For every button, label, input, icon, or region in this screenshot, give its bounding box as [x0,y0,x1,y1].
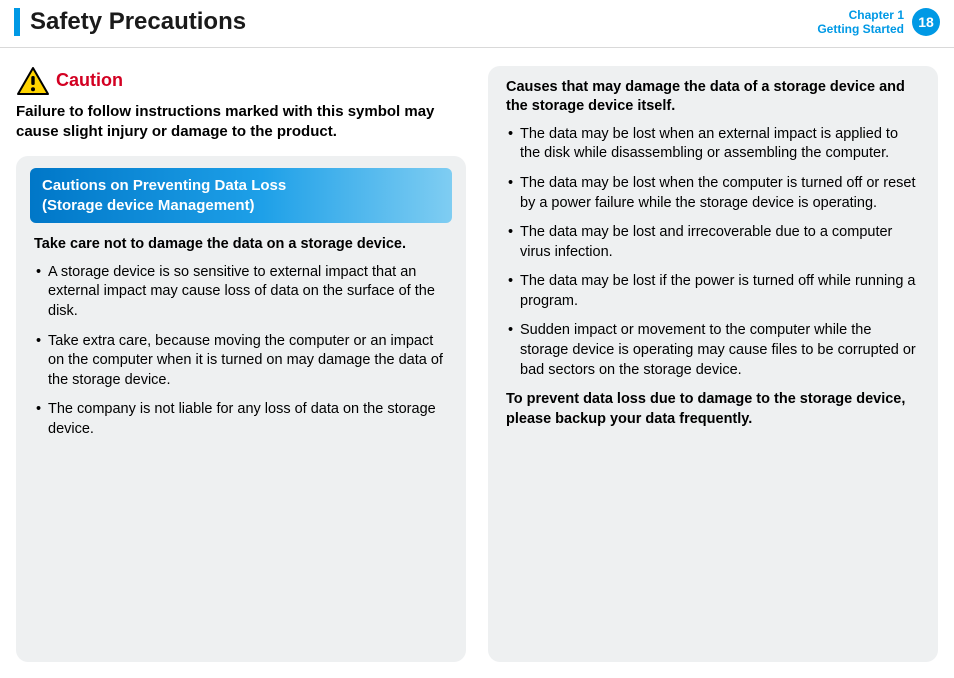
page-title: Safety Precautions [30,8,817,36]
left-column: Caution Failure to follow instructions m… [16,66,466,662]
list-item: The data may be lost and irrecoverable d… [506,223,920,262]
banner-line-1: Cautions on Preventing Data Loss [42,176,440,196]
chapter-number-line: Chapter 1 [817,8,904,22]
page-number-badge: 18 [912,8,940,36]
chapter-name-line: Getting Started [817,22,904,36]
left-bullet-list: A storage device is so sensitive to exte… [34,263,448,440]
chapter-label: Chapter 1 Getting Started [817,8,904,37]
caution-label: Caution [56,70,123,91]
list-item: A storage device is so sensitive to exte… [34,263,448,322]
section-banner: Cautions on Preventing Data Loss (Storag… [30,168,452,223]
list-item: The data may be lost when the computer i… [506,174,920,213]
banner-line-2: (Storage device Management) [42,196,440,216]
left-intro-bold: Take care not to damage the data on a st… [34,235,448,255]
content-area: Caution Failure to follow instructions m… [0,48,954,678]
left-panel: Cautions on Preventing Data Loss (Storag… [16,156,466,662]
right-bullet-list: The data may be lost when an external im… [506,125,920,380]
caution-description: Failure to follow instructions marked wi… [16,102,466,143]
page-header: Safety Precautions Chapter 1 Getting Sta… [0,0,954,48]
right-panel: Causes that may damage the data of a sto… [488,66,938,662]
list-item: Sudden impact or movement to the compute… [506,321,920,380]
header-accent-bar [14,8,20,36]
list-item: The data may be lost when an external im… [506,125,920,164]
warning-icon [16,66,50,96]
right-intro-bold: Causes that may damage the data of a sto… [506,78,920,117]
list-item: The company is not liable for any loss o… [34,400,448,439]
caution-heading: Caution [16,66,466,96]
list-item: Take extra care, because moving the comp… [34,332,448,391]
closing-bold: To prevent data loss due to damage to th… [506,390,920,429]
list-item: The data may be lost if the power is tur… [506,272,920,311]
right-column: Causes that may damage the data of a sto… [488,66,938,662]
